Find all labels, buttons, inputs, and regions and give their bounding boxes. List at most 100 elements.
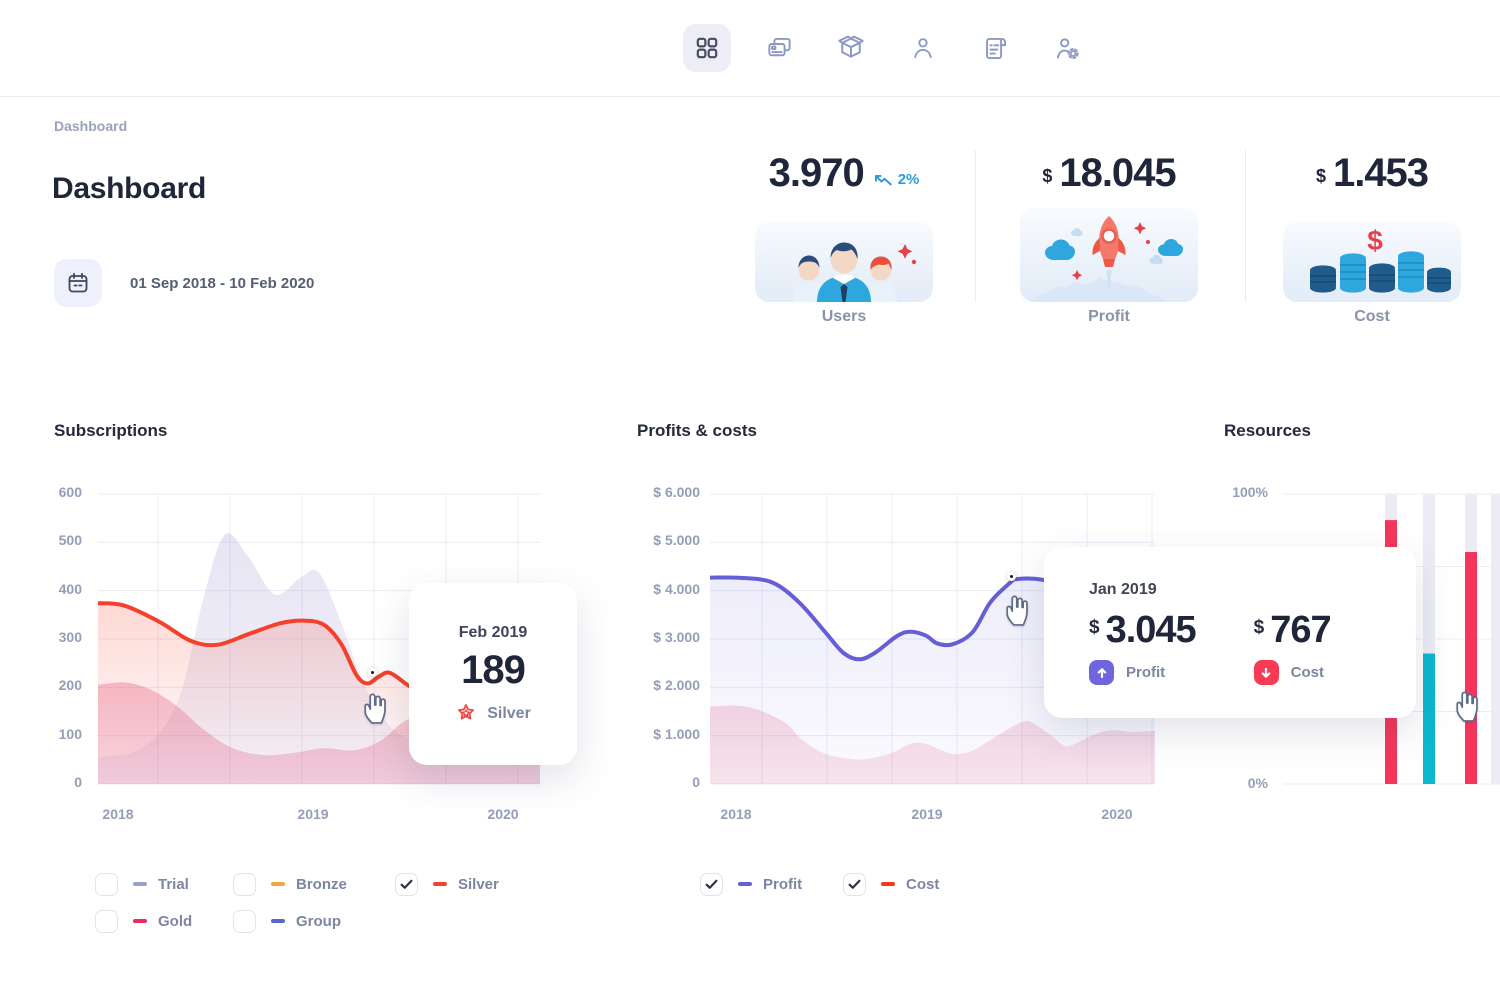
calendar-button[interactable] (54, 259, 102, 307)
users-delta: 2% (874, 171, 919, 188)
breadcrumb[interactable]: Dashboard (54, 118, 128, 134)
y-tick: $ 3.000 (653, 629, 700, 645)
bar-track (1491, 494, 1500, 784)
profits-tooltip: Jan 2019 $3.045 Profit $767 Cost (1044, 547, 1416, 718)
cost-illustration: $ (1283, 222, 1461, 302)
cost-stat-value: $ 1.453 (1315, 150, 1429, 195)
legend-item-cost: Cost (843, 872, 939, 896)
profit-illustration (1020, 208, 1198, 302)
subscriptions-title: Subscriptions (54, 421, 168, 440)
x-tick: 2020 (487, 806, 519, 822)
user-icon[interactable] (899, 24, 947, 72)
silver-color-dash (433, 882, 447, 886)
cards-icon[interactable] (755, 24, 803, 72)
users-stat-value: 3.970 2% (768, 150, 920, 195)
profits-costs-title: Profits & costs (637, 421, 757, 440)
hand-cursor (1002, 594, 1030, 631)
y-tick: $ 1.000 (653, 726, 700, 742)
bronze-label: Bronze (296, 875, 347, 893)
y-tick: 300 (58, 629, 82, 645)
y-tick: 0 (692, 774, 700, 790)
users-illustration (755, 222, 933, 302)
group-checkbox[interactable] (233, 909, 256, 933)
legend-item-profit: Profit (700, 872, 802, 896)
x-tick: 2020 (1101, 806, 1133, 822)
x-tick: 2019 (911, 806, 943, 822)
cost-color-dash (881, 882, 895, 886)
tooltip-cost-label: Cost (1290, 664, 1325, 681)
dashboard-icon[interactable] (683, 24, 731, 72)
y-tick: 400 (58, 581, 82, 597)
series-line-silver[interactable] (98, 601, 441, 704)
user-settings-icon[interactable] (1043, 24, 1091, 72)
x-tick: 2018 (102, 806, 134, 822)
hand-cursor (360, 692, 388, 729)
cost-stat-label: Cost (1354, 308, 1390, 325)
profit-stat-label: Profit (1088, 308, 1130, 325)
y-tick: 0% (1247, 775, 1268, 791)
legend-item-silver: Silver (395, 872, 499, 896)
trial-label: Trial (158, 875, 189, 893)
top-navigation-bar (0, 0, 1500, 97)
tooltip-date: Feb 2019 (458, 623, 528, 641)
x-tick: 2019 (297, 806, 329, 822)
legend-item-gold: Gold (95, 909, 192, 933)
series-area-silver[interactable] (98, 603, 439, 784)
trial-color-dash (133, 882, 147, 886)
gold-checkbox[interactable] (95, 909, 118, 933)
y-tick: 100% (1232, 484, 1268, 500)
tooltip-date: Jan 2019 (1089, 581, 1157, 598)
tooltip-cost-col: $767 Cost (1253, 609, 1332, 685)
y-tick: 200 (58, 677, 82, 693)
silver-checkbox[interactable] (395, 872, 418, 896)
profit-color-dash (738, 882, 752, 886)
calendar-icon (68, 272, 88, 293)
users-stat-label: Users (821, 308, 867, 325)
checkmark-icon (705, 879, 718, 889)
stat-divider (1245, 150, 1246, 302)
resource-bar[interactable] (1423, 653, 1435, 785)
arrow-down-badge (1253, 660, 1279, 685)
group-color-dash (271, 919, 285, 923)
gold-color-dash (133, 919, 147, 923)
checkmark-icon (848, 879, 861, 889)
trial-checkbox[interactable] (95, 872, 118, 896)
y-tick: $ 4.000 (653, 581, 700, 597)
star-icon (458, 703, 475, 719)
bronze-checkbox[interactable] (233, 872, 256, 896)
date-range-value: 01 Sep 2018 - 10 Feb 2020 (130, 275, 315, 292)
cost-checkbox[interactable] (843, 872, 866, 896)
trend-arrow-icon (874, 174, 892, 185)
y-tick: 100 (58, 726, 82, 742)
resource-bar[interactable] (1465, 552, 1477, 784)
legend-item-group: Group (233, 909, 341, 933)
cost-label: Cost (906, 875, 940, 893)
arrow-up-badge (1089, 660, 1114, 685)
profits-hover-dot (1007, 572, 1016, 581)
tooltip-profit-label: Profit (1126, 664, 1166, 681)
bronze-color-dash (271, 882, 285, 886)
resources-title: Resources (1224, 421, 1311, 440)
dollar-symbol: $ (1367, 225, 1383, 256)
checkmark-icon (400, 879, 413, 889)
profit-label: Profit (763, 875, 803, 893)
profit-stat-value: $ 18.045 (1042, 150, 1176, 195)
gold-label: Gold (158, 912, 193, 930)
hand-cursor (1452, 690, 1480, 727)
tooltip-profit-col: $3.045 Profit (1089, 609, 1197, 685)
profit-checkbox[interactable] (700, 872, 723, 896)
subscriptions-hover-dot (368, 668, 377, 677)
y-tick: 0 (74, 774, 82, 790)
y-tick: $ 2.000 (653, 677, 700, 693)
group-label: Group (296, 912, 341, 930)
legend-item-trial: Trial (95, 872, 189, 896)
y-tick: $ 5.000 (653, 532, 700, 548)
x-tick: 2018 (720, 806, 752, 822)
package-icon[interactable] (827, 24, 875, 72)
invoice-icon[interactable] (971, 24, 1019, 72)
y-tick: 500 (58, 532, 82, 548)
legend-item-bronze: Bronze (233, 872, 347, 896)
tooltip-value: 189 (461, 647, 526, 692)
y-tick: $ 6.000 (653, 484, 700, 500)
